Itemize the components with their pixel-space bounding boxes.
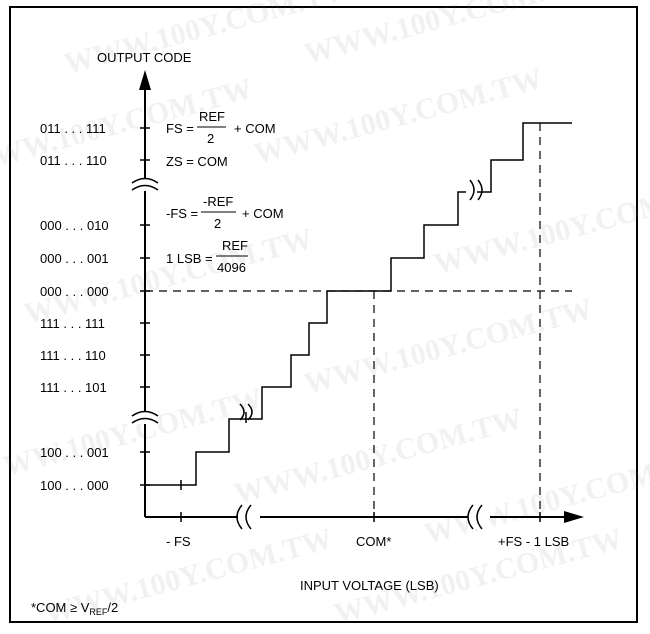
footnote: *COM ≥ VREF/2 [31,600,118,617]
y-code-label: 111 . . . 110 [40,348,106,363]
equation-neg-fs: -FS = -REF 2 + COM [166,194,284,231]
svg-text:4096: 4096 [217,260,246,275]
y-code-label: 011 . . . 111 [40,121,106,136]
x-axis-break-left [236,504,260,530]
svg-text:2: 2 [214,216,221,231]
diagram-frame [9,6,638,623]
staircase-break-upper [469,179,483,201]
svg-text:-REF: -REF [203,194,233,209]
x-axis-break-right [467,504,490,530]
y-axis-break-upper [131,177,159,191]
svg-text:FS =: FS = [166,121,194,136]
svg-text:REF: REF [199,109,225,124]
svg-text:REF: REF [222,238,248,253]
x-label-neg-fs: - FS [166,534,191,549]
x-label-com: COM* [356,534,391,549]
svg-text:2: 2 [207,131,214,146]
svg-text:1 LSB =: 1 LSB = [166,251,213,266]
y-code-label: 100 . . . 001 [40,445,109,460]
y-axis-break-lower [131,410,159,424]
y-code-label: 111 . . . 101 [40,380,107,395]
y-code-label: 100 . . . 000 [40,478,109,493]
y-code-label: 111 . . . 111 [40,316,105,331]
staircase-break-lower [239,403,253,421]
svg-text:-FS =: -FS = [166,206,198,221]
y-axis-title: OUTPUT CODE [97,50,192,65]
equation-zs: ZS = COM [166,154,228,169]
x-axis-title: INPUT VOLTAGE (LSB) [300,578,439,593]
y-code-label: 000 . . . 001 [40,251,109,266]
y-code-label: 011 . . . 110 [40,153,107,168]
transfer-staircase [145,122,572,490]
svg-text:+ COM: + COM [234,121,276,136]
x-axis-arrowhead [564,511,584,523]
svg-text:+ COM: + COM [242,206,284,221]
y-axis-arrowhead [139,70,151,90]
x-label-pos-fs: +FS - 1 LSB [498,534,569,549]
equation-fs: FS = REF 2 + COM [166,109,276,146]
reference-lines [145,123,572,517]
equation-lsb: 1 LSB = REF 4096 [166,238,248,275]
y-code-label: 000 . . . 000 [40,284,109,299]
y-code-label: 000 . . . 010 [40,218,109,233]
